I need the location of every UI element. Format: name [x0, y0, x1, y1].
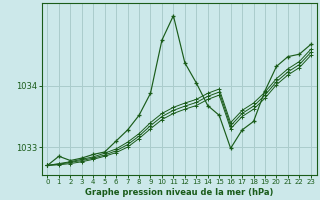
X-axis label: Graphe pression niveau de la mer (hPa): Graphe pression niveau de la mer (hPa): [85, 188, 273, 197]
